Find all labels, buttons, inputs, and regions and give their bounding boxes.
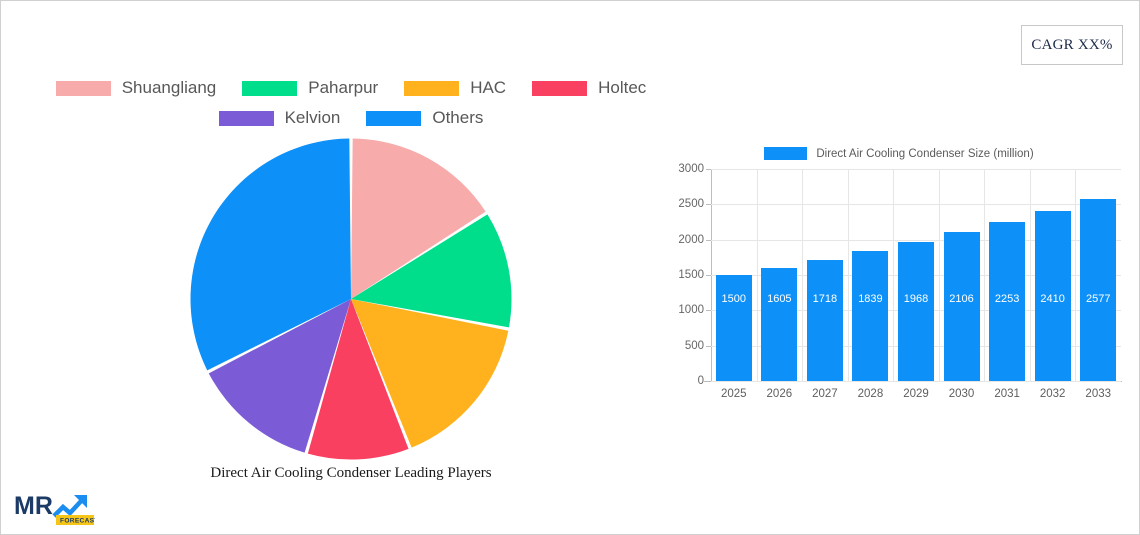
legend-item-label: Kelvion	[284, 108, 341, 127]
pie-slice[interactable]	[351, 299, 509, 448]
y-axis-tick-label: 1000	[678, 304, 704, 317]
legend-item-label: HAC	[470, 78, 507, 97]
gridline-vertical	[938, 169, 940, 381]
legend-item-kelvion[interactable]: Kelvion	[218, 108, 341, 128]
legend-item-label: Direct Air Cooling Condenser Size (milli…	[816, 147, 1034, 160]
x-axis-tick-label: 2029	[903, 388, 929, 400]
y-axis-tick-mark	[706, 169, 711, 170]
y-axis-tick-mark	[706, 275, 711, 276]
mr-forecast-logo: MR FORECAST	[14, 488, 98, 526]
bar[interactable]: 2410	[1034, 210, 1071, 381]
logo-svg: MR FORECAST	[14, 492, 98, 525]
bar-value-label: 1839	[858, 293, 883, 305]
bar[interactable]: 1605	[761, 267, 798, 381]
cagr-badge: CAGR XX%	[1021, 25, 1123, 65]
bar-chart-plot-area: 0 500 1000 1500 2000 2500 3000 1500 1605 1718 183…	[678, 163, 1122, 400]
bar-value-label: 2106	[949, 293, 974, 305]
pie-chart-svg	[190, 138, 512, 460]
x-axis-tick-label: 2033	[1085, 388, 1112, 400]
gridline-vertical	[893, 169, 895, 381]
x-axis-tick-label: 2031	[994, 388, 1020, 400]
x-axis-tick-label: 2025	[720, 388, 747, 400]
bar[interactable]: 2577	[1080, 198, 1117, 381]
bar-value-label: 2253	[994, 293, 1020, 305]
legend-item-holtec[interactable]: Holtec	[532, 78, 646, 98]
legend-item-shuangliang[interactable]: Shuangliang	[55, 78, 217, 98]
bar[interactable]: 1500	[715, 275, 752, 381]
bar-value-label: 1968	[903, 293, 929, 305]
gridline-vertical	[756, 169, 758, 381]
bar[interactable]: 1839	[852, 251, 889, 381]
legend-swatch-icon	[532, 80, 588, 96]
x-axis-tick-label: 2026	[766, 388, 793, 400]
y-axis-tick-label: 2000	[678, 233, 704, 246]
y-axis-tick-mark	[706, 345, 711, 347]
y-axis-tick-label: 1500	[678, 269, 704, 281]
gridline-vertical	[1029, 169, 1031, 381]
gridline-horizontal	[711, 239, 1121, 241]
logo-badge-bg	[56, 515, 94, 525]
y-axis-tick-mark	[706, 204, 711, 206]
x-axis-tick-label: 2030	[948, 388, 975, 400]
y-axis-tick-label: 3000	[678, 163, 704, 175]
pie-chart-title-text: Direct Air Cooling Condenser Leading Pla…	[210, 465, 492, 481]
bar-value-label: 1605	[767, 293, 792, 305]
legend-swatch-icon	[218, 110, 274, 126]
y-axis-tick-mark	[706, 239, 711, 241]
gridline-horizontal	[711, 169, 1121, 170]
legend-item-label: Paharpur	[308, 78, 379, 97]
legend-swatch-icon	[404, 80, 460, 96]
logo-mark-text: MR	[15, 492, 53, 520]
legend-item-paharpur[interactable]: Paharpur	[242, 78, 378, 98]
y-axis-tick-label: 2500	[678, 198, 704, 211]
gridline-vertical	[984, 169, 986, 381]
pie-legend: Shuangliang Paharpur HAC Holtec Kelvion	[1, 73, 701, 133]
y-axis-tick-mark	[706, 381, 711, 382]
pie-chart	[190, 138, 512, 460]
x-axis-tick-label: 2032	[1039, 388, 1066, 400]
trend-up-arrow-icon	[52, 495, 87, 518]
legend-item-label: Holtec	[598, 78, 647, 97]
bar[interactable]: 1968	[898, 241, 934, 381]
bar[interactable]: 1718	[806, 259, 843, 381]
legend-swatch-icon	[242, 80, 298, 96]
gridline-horizontal	[711, 204, 1121, 206]
legend-item-label: Others	[432, 108, 484, 127]
legend-swatch-icon	[764, 147, 808, 160]
legend-swatch-icon	[366, 110, 422, 126]
x-axis-tick-label: 2027	[812, 388, 838, 400]
legend-item-condenser-size[interactable]: Direct Air Cooling Condenser Size (milli…	[764, 147, 1034, 160]
gridline-vertical	[802, 169, 804, 381]
legend-item-label: Shuangliang	[121, 78, 217, 97]
gridline-horizontal	[711, 381, 1121, 382]
bar[interactable]: 2253	[989, 221, 1026, 381]
gridline-vertical	[847, 169, 849, 381]
pie-slice[interactable]	[208, 299, 351, 453]
gridline-vertical	[1075, 169, 1077, 381]
logo-badge-text: FORECAST	[60, 518, 95, 525]
legend-item-hac[interactable]: HAC	[404, 78, 506, 98]
bar-value-label: 2410	[1040, 293, 1065, 305]
pie-chart-title: Direct Air Cooling Condenser Leading Pla…	[1, 465, 701, 482]
bar-value-label: 1500	[721, 293, 746, 305]
bar-value-label: 2577	[1085, 293, 1111, 305]
bar[interactable]: 2106	[943, 232, 980, 381]
bar-chart: Direct Air Cooling Condenser Size (milli…	[673, 141, 1125, 411]
legend-item-others[interactable]: Others	[366, 108, 483, 128]
pie-slice[interactable]	[190, 138, 351, 371]
x-axis-tick-label: 2028	[857, 388, 884, 400]
bar-value-label: 1718	[812, 293, 838, 305]
pie-slice[interactable]	[351, 214, 512, 328]
legend-swatch-icon	[55, 80, 111, 96]
y-axis-tick-label: 500	[684, 339, 704, 352]
pie-legend-row-2: Kelvion Others	[1, 103, 701, 133]
pie-slice[interactable]	[307, 299, 409, 460]
pie-slice[interactable]	[351, 138, 486, 299]
cagr-badge-label: CAGR XX%	[1031, 36, 1113, 53]
bar-chart-legend: Direct Air Cooling Condenser Size (milli…	[673, 147, 1125, 160]
pie-legend-row-1: Shuangliang Paharpur HAC Holtec	[1, 73, 701, 103]
y-axis-tick-mark	[706, 310, 711, 312]
y-axis-tick-label: 0	[697, 375, 704, 387]
